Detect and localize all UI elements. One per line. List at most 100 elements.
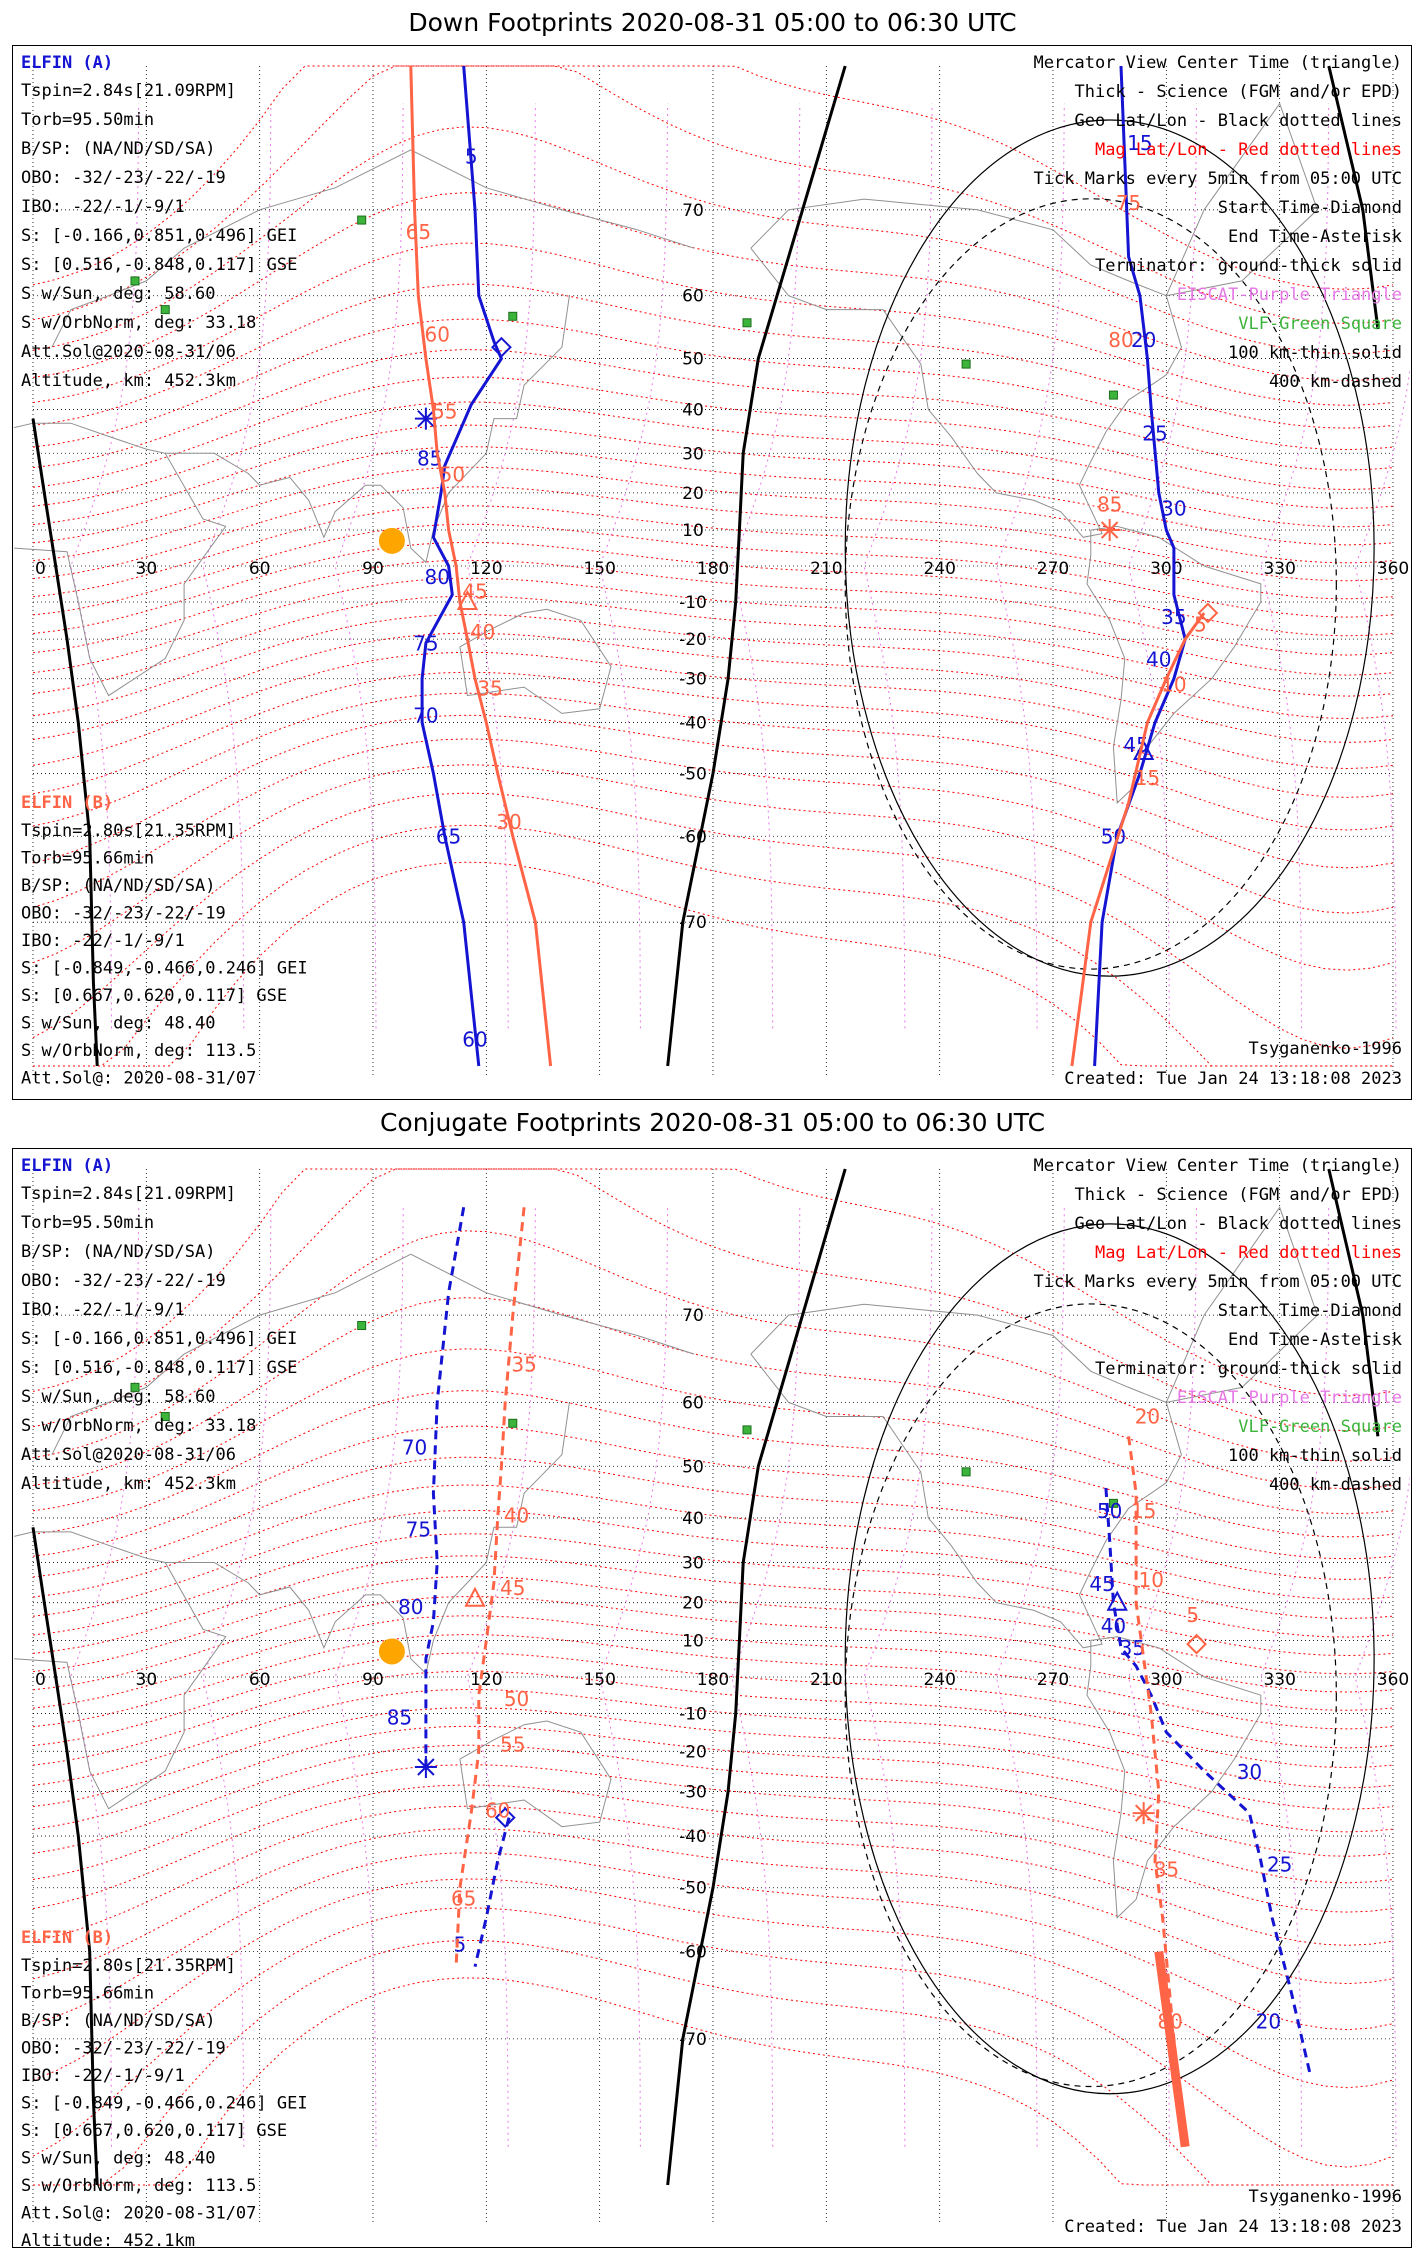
x-tick-label: 90 (362, 559, 384, 579)
start-diamond (494, 1807, 516, 1829)
elfin-b-info-line: S w/OrbNorm, deg: 113.5 (21, 1041, 256, 1061)
center-triangle (1133, 739, 1155, 760)
track-tick-label: 80 (398, 1595, 423, 1619)
elfin-b-info-line: OBO: -32/-23/-22/-19 (21, 904, 226, 924)
track-tick-label: 5 (454, 1933, 467, 1957)
elfin-a-info-line: S: [0.516,-0.848,0.117] GSE (21, 255, 297, 275)
elfin-a-info-line: Altitude, km: 452.3km (21, 1474, 236, 1494)
x-tick-label: 120 (470, 1670, 502, 1690)
elfin-a-info-line: B/SP: (NA/ND/SD/SA) (21, 1242, 215, 1262)
terminator-line (31, 1527, 99, 2186)
elfin-a-info-line: Tspin=2.84s[21.09RPM] (21, 81, 236, 101)
elfin-b-info-line: Att.Sol@: 2020-08-31/07 (21, 2204, 256, 2224)
elfin-a-info-line: Torb=95.50min (21, 1213, 154, 1233)
mag-parallel (32, 65, 1394, 325)
vlf-site-marker (357, 215, 367, 225)
track-tick-label: 45 (500, 1576, 525, 1600)
legend-entry: EISCAT-Purple Triangle (1177, 285, 1402, 305)
coastline (750, 1303, 1182, 1649)
conjugate-footprints-map: 0 30 60 90 120 150 180 210 240 270 300 330 360 -70 -60… (13, 1156, 1410, 2246)
mag-parallel (32, 1533, 1394, 1638)
vlf-site-marker (742, 318, 752, 328)
track-tick-label: 30 (496, 810, 521, 834)
mag-parallel (32, 192, 1394, 382)
legend-entry: Tick Marks every 5min from 05:00 UTC (1034, 1272, 1402, 1292)
mag-parallel (32, 126, 1394, 355)
mag-parallel (33, 861, 1393, 1067)
y-tick-label: -60 (679, 1943, 707, 1963)
mag-parallel (32, 1484, 1394, 1600)
elfin-b-info-line: OBO: -32/-23/-22/-19 (21, 2039, 226, 2059)
y-tick-label: -30 (679, 1783, 707, 1803)
start-diamond (1186, 1633, 1207, 1655)
elfin-a-track (424, 1207, 466, 1767)
mag-parallel (33, 824, 1393, 1067)
mag-parallel (32, 376, 1394, 491)
y-tick-label: 70 (682, 201, 704, 221)
mag-parallel (33, 1939, 1393, 2186)
mag-parallel (32, 1576, 1394, 1675)
mag-meridian (1260, 1207, 1330, 2147)
elfin-a-info-line: IBO: -22/-1/-9/1 (21, 1300, 185, 1320)
elfin-b-name: ELFIN (B) (21, 793, 113, 813)
mag-parallel (32, 349, 1394, 471)
mag-meridian (731, 1207, 801, 2147)
end-asterisk (417, 409, 435, 428)
mag-parallel (32, 1555, 1394, 1657)
elfin-b-info-line: Torb=95.66min (21, 849, 154, 869)
elfin-a-info-line: Att.Sol@2020-08-31/06 (21, 1445, 236, 1465)
elfin-b-track (1070, 612, 1206, 1067)
x-tick-label: 300 (1150, 559, 1182, 579)
y-tick-label: 30 (682, 444, 704, 464)
legend-entry: End Time-Asterisk (1228, 227, 1402, 247)
track-tick-label: 60 (462, 1027, 487, 1051)
legend-entry: Thick - Science (FGM and/or EPD) (1074, 82, 1402, 102)
fov-400km (844, 198, 1337, 970)
elfin-b-info-line: IBO: -22/-1/-9/1 (21, 2066, 185, 2086)
elfin-b-info-line: S w/Sun, deg: 48.40 (21, 2149, 215, 2169)
track-tick-label: 60 (485, 1799, 510, 1823)
x-tick-label: 150 (583, 1670, 615, 1690)
y-tick-label: -70 (679, 2030, 707, 2050)
legend-entry: Geo Lat/Lon - Black dotted lines (1074, 111, 1402, 131)
coastline (459, 1720, 612, 1828)
track-tick-label: 80 (1108, 328, 1133, 352)
elfin-a-info: ELFIN (A) Tspin=2.84s[21.09RPM] Torb=95.50… (21, 1156, 297, 1494)
legend-entry: 400 km-dashed (1269, 1475, 1402, 1495)
y-tick-label: -10 (679, 593, 707, 613)
track-tick-label: 10 (1138, 1568, 1163, 1592)
mag-parallel (32, 1688, 1394, 1789)
mag-parallel (32, 1828, 1394, 1985)
elfin-a-name: ELFIN (A) (21, 1156, 113, 1176)
track-tick-label: 35 (1161, 605, 1186, 629)
created-timestamp: Created: Tue Jan 24 13:18:08 2023 (1064, 2217, 1402, 2237)
elfin-b-info-line: S w/Sun, deg: 48.40 (21, 1014, 215, 1034)
track-tick-label: 85 (1097, 493, 1122, 517)
vlf-site-marker (160, 305, 170, 315)
elfin-a-info-line: B/SP: (NA/ND/SD/SA) (21, 139, 215, 159)
track-tick-label: 40 (1101, 1614, 1126, 1638)
track-tick-label: 80 (424, 565, 449, 589)
track-tick-label: 25 (1142, 422, 1167, 446)
elfin-a-info-line: S w/Sun, deg: 58.60 (21, 1387, 215, 1407)
vlf-site-marker (357, 1321, 367, 1331)
track-tick-label: 50 (440, 462, 465, 486)
y-tick-label: -50 (679, 764, 707, 784)
track-tick-label: 75 (1116, 191, 1141, 215)
mag-parallel (32, 671, 1394, 798)
model-label: Tsyganenko-1996 (1248, 1039, 1402, 1059)
elfin-b-info-line: Att.Sol@: 2020-08-31/07 (21, 1069, 256, 1089)
mag-parallel (32, 505, 1394, 600)
x-tick-label: 360 (1377, 559, 1409, 579)
elfin-a-info-line: Altitude, km: 452.3km (21, 371, 236, 391)
fov-100km (844, 1223, 1375, 2095)
legend-entry: EISCAT-Purple Triangle (1177, 1388, 1402, 1408)
mag-parallel (33, 1977, 1393, 2186)
elfin-b-info-line: S: [-0.849,-0.466,0.246] GEI (21, 959, 308, 979)
x-tick-label: 0 (35, 1670, 46, 1690)
mag-parallel (32, 1390, 1394, 1538)
track-tick-label: 20 (1131, 328, 1156, 352)
track-tick-label: 85 (387, 1706, 412, 1730)
end-asterisk (1100, 521, 1119, 539)
coastline (1086, 1636, 1262, 1919)
